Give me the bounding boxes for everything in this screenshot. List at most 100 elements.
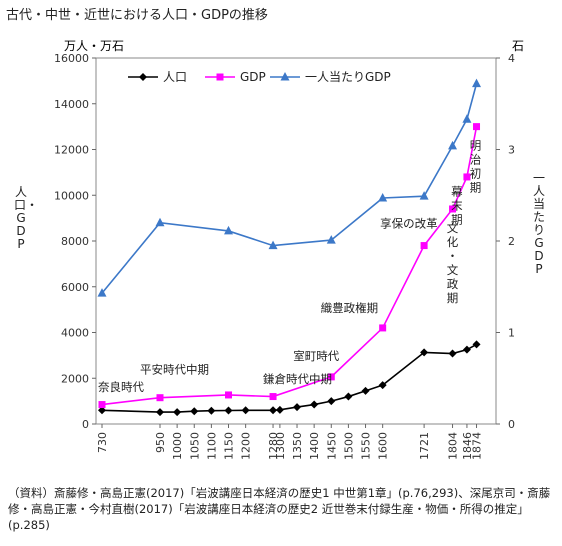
data-point-triangle <box>378 192 388 202</box>
x-tick-label: 1050 <box>188 432 201 460</box>
annotation-label: 奈良時代 <box>98 380 144 394</box>
left-axis-label: 人口・GDP <box>14 185 39 251</box>
x-tick-label: 1350 <box>291 432 304 460</box>
left-tick-label: 8000 <box>61 235 89 248</box>
left-axis-unit: 万人・万石 <box>64 39 124 53</box>
legend-label: 一人当たりGDP <box>305 70 391 84</box>
right-axis-label: 一人当たりGDP <box>532 171 545 276</box>
data-point-square <box>449 205 457 213</box>
x-tick-label: 1200 <box>240 432 253 460</box>
x-tick-label: 1721 <box>418 432 431 460</box>
x-tick-label: 1150 <box>223 432 236 460</box>
data-point-diamond <box>327 397 336 406</box>
data-point-square <box>225 391 233 399</box>
legend-label: GDP <box>240 70 266 84</box>
left-tick-label: 10000 <box>54 189 89 202</box>
data-point-diamond <box>420 348 429 357</box>
data-point-diamond <box>224 406 233 415</box>
data-point-diamond <box>190 407 199 416</box>
data-point-diamond <box>344 392 353 401</box>
right-tick-label: 3 <box>508 144 515 157</box>
data-point-diamond <box>241 406 250 415</box>
right-tick-label: 2 <box>508 235 515 248</box>
left-tick-label: 4000 <box>61 327 89 340</box>
data-point-square <box>473 123 481 131</box>
series-layer <box>97 78 482 417</box>
data-point-triangle <box>97 288 107 297</box>
annotation-label: 平安時代中期 <box>140 363 209 377</box>
data-point-triangle <box>155 217 165 227</box>
right-tick-label: 4 <box>508 52 515 65</box>
data-point-square <box>156 394 164 402</box>
x-tick-label: 1280 <box>267 432 280 460</box>
annotation-label: 享保の改革 <box>380 216 438 230</box>
population-gdp-chart: 0 2000 4000 6000 8000 10000 12000 14000 16000 0 1… <box>54 39 524 460</box>
data-point-diamond <box>472 340 481 349</box>
left-tick-label: 12000 <box>54 144 89 157</box>
x-tick-label: 1100 <box>205 432 218 460</box>
x-tick-label: 950 <box>154 432 167 453</box>
legend: 人口 GDP 一人当たりGDP <box>128 70 391 84</box>
data-point-square <box>420 242 428 250</box>
data-point-triangle <box>419 191 429 200</box>
data-point-triangle <box>472 78 482 88</box>
right-tick-label: 1 <box>508 327 515 340</box>
x-tick-label: 1400 <box>308 432 321 460</box>
data-point-diamond <box>139 73 147 81</box>
right-tick-label: 0 <box>508 418 515 431</box>
annotation-label: 織豊政権期 <box>321 301 379 315</box>
annotation-label: 鎌倉時代中期 <box>263 372 332 386</box>
data-point-triangle <box>280 72 290 81</box>
data-point-diamond <box>361 386 370 395</box>
data-point-diamond <box>156 408 164 417</box>
x-tick-label: 730 <box>96 432 109 453</box>
data-point-square <box>379 324 387 332</box>
annotation-label-vertical: 文化・文政期 <box>447 221 459 305</box>
data-point-diamond <box>207 406 216 415</box>
x-tick-label: 1600 <box>377 432 390 460</box>
x-tick-label: 1300 <box>274 432 287 460</box>
data-point-diamond <box>269 406 278 415</box>
left-tick-label: 16000 <box>54 52 89 65</box>
left-tick-label: 0 <box>82 418 89 431</box>
x-tick-label: 1000 <box>171 432 184 460</box>
x-tick-label: 1500 <box>342 432 355 460</box>
data-point-triangle <box>224 225 234 235</box>
left-axis-ticks: 0 2000 4000 6000 8000 10000 12000 14000 16000 <box>54 52 96 431</box>
data-point-square <box>98 401 106 409</box>
data-point-diamond <box>448 349 457 358</box>
data-point-triangle <box>268 240 278 250</box>
x-tick-label: 1804 <box>447 432 460 460</box>
data-point-square <box>269 393 277 401</box>
data-point-diamond <box>275 405 284 414</box>
data-point-square <box>327 373 335 381</box>
data-point-diamond <box>310 400 319 409</box>
data-point-square <box>463 173 471 181</box>
source-note: （資料）斎藤修・高島正憲(2017)「岩波講座日本経済の歴史1 中世第1章」(p… <box>8 486 551 532</box>
page-title: 古代・中世・近世における人口・GDPの推移 <box>6 8 268 23</box>
data-point-triangle <box>448 140 458 150</box>
left-tick-label: 2000 <box>61 372 89 385</box>
series-line <box>101 83 478 294</box>
data-point-diamond <box>293 403 302 412</box>
annotation-label-vertical: 幕末期 <box>451 184 463 226</box>
annotation-label: 室町時代 <box>293 349 339 363</box>
x-tick-label: 1550 <box>360 432 373 460</box>
x-tick-label: 1450 <box>325 432 338 460</box>
annotation-label-vertical: 明治初期 <box>470 139 482 195</box>
data-point-diamond <box>173 408 182 417</box>
series-line <box>101 126 478 406</box>
left-tick-label: 14000 <box>54 98 89 111</box>
right-axis-unit: 石 <box>512 39 524 53</box>
data-point-square <box>216 73 224 81</box>
data-point-triangle <box>462 114 472 123</box>
data-point-triangle <box>326 235 336 244</box>
right-axis-ticks: 0 1 2 3 4 <box>496 52 515 431</box>
x-tick-label: 1874 <box>471 432 484 460</box>
left-tick-label: 6000 <box>61 281 89 294</box>
data-point-diamond <box>462 345 471 354</box>
data-point-diamond <box>378 381 387 390</box>
data-point-diamond <box>98 406 106 415</box>
